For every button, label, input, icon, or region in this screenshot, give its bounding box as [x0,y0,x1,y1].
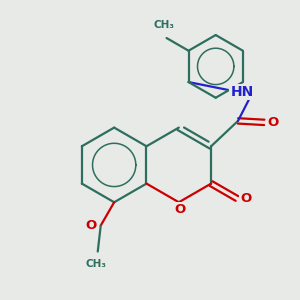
Text: O: O [85,219,97,232]
Text: HN: HN [230,85,254,99]
Text: CH₃: CH₃ [153,20,174,31]
Text: O: O [175,203,186,216]
Text: O: O [240,192,252,205]
Text: CH₃: CH₃ [86,259,107,269]
Text: O: O [267,116,278,129]
